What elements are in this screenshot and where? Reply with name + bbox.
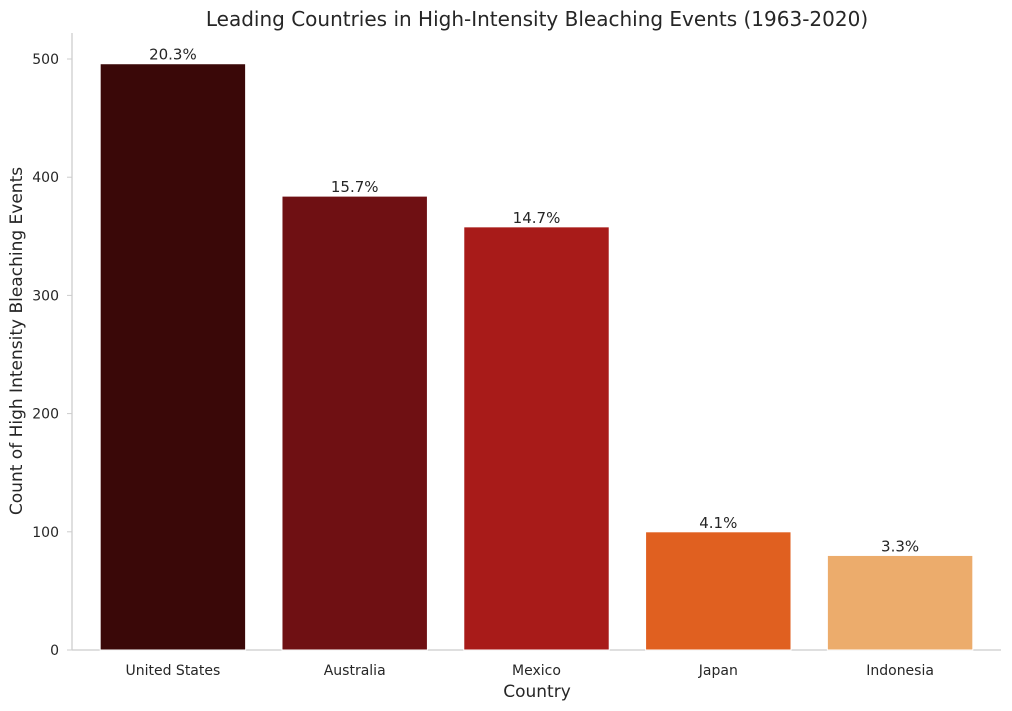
bar-value-label: 15.7% [331, 178, 379, 196]
x-tick-label: Mexico [512, 663, 561, 679]
y-tick-label: 400 [32, 170, 59, 186]
bar-japan [645, 531, 792, 651]
bar-labels: 20.3% 15.7% 14.7% 4.1% 3.3% [149, 46, 919, 556]
bar-indonesia [826, 554, 974, 651]
bar-australia [281, 195, 428, 651]
y-tick-label: 300 [32, 288, 59, 304]
bar-value-label: 20.3% [149, 46, 197, 64]
bar-mexico [463, 226, 610, 651]
y-ticks: 0 100 200 300 400 500 [32, 52, 72, 659]
bar-value-label: 3.3% [881, 537, 919, 555]
chart-title: Leading Countries in High-Intensity Blea… [206, 7, 868, 31]
y-axis-label: Count of High Intensity Bleaching Events [7, 167, 27, 515]
x-axis-label: Country [503, 682, 571, 702]
bar-united-states [99, 63, 247, 651]
bar-value-label: 14.7% [513, 209, 561, 227]
y-tick-label: 100 [32, 525, 59, 541]
x-tick-label: Japan [698, 663, 738, 679]
x-tick-label: Indonesia [866, 663, 934, 679]
x-tick-label: United States [125, 663, 220, 679]
bars [99, 63, 974, 651]
y-tick-label: 200 [32, 407, 59, 423]
y-tick-label: 500 [32, 52, 59, 68]
x-ticks: United States Australia Mexico Japan Indones… [125, 663, 933, 679]
bar-value-label: 4.1% [699, 514, 737, 532]
y-tick-label: 0 [50, 643, 59, 659]
x-tick-label: Australia [324, 663, 386, 679]
